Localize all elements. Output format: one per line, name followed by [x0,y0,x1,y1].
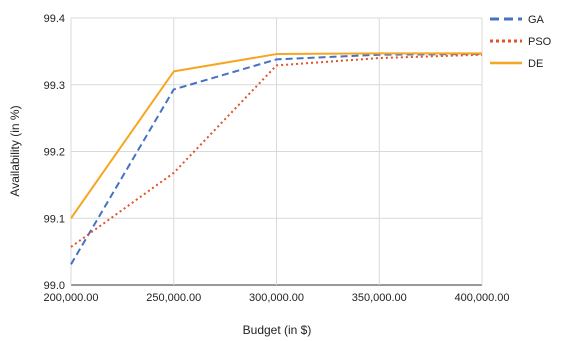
y-axis-title: Availability (in %) [8,105,22,196]
legend-label-pso: PSO [528,36,552,48]
x-tick-label: 350,000.00 [352,292,407,304]
series-lines [70,52,483,265]
x-tick-label: 250,000.00 [146,292,201,304]
series-line-ga [70,53,483,265]
y-tick-label: 99.3 [44,80,65,92]
y-axis-ticks: 99.0 99.1 99.2 99.3 99.4 [44,13,65,292]
x-axis-title: Budget (in $) [243,323,312,337]
grid [70,17,483,286]
y-tick-label: 99.0 [44,280,65,292]
x-axis-ticks: 200,000.00 250,000.00 300,000.00 350,000.00… [43,292,509,304]
y-tick-label: 99.2 [44,147,65,159]
x-tick-label: 400,000.00 [454,292,509,304]
y-tick-label: 99.1 [44,213,65,225]
y-tick-label: 99.4 [44,13,65,25]
series-line-de [70,52,482,219]
legend-label-de: DE [528,58,543,70]
x-tick-label: 300,000.00 [249,292,304,304]
legend-label-ga: GA [528,14,545,26]
legend: GA PSO DE [490,14,552,70]
x-tick-label: 200,000.00 [43,292,98,304]
series-line-pso [70,53,483,248]
